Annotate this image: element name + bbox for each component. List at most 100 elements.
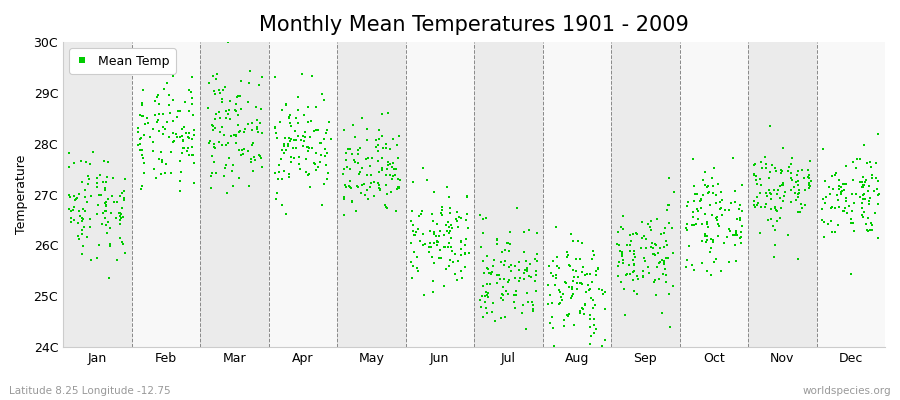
Point: [833, 190, 848, 197]
Point: [176, 144, 191, 151]
Point: [644, 218, 658, 224]
Point: [423, 244, 437, 250]
Point: [458, 264, 473, 270]
Point: [272, 162, 286, 168]
Point: [613, 248, 627, 254]
Point: [613, 224, 627, 230]
Point: [360, 126, 374, 132]
Point: [232, 146, 247, 153]
Bar: [337, 42, 406, 347]
Point: [626, 250, 641, 257]
Point: [166, 138, 180, 145]
Point: [581, 287, 596, 293]
Point: [297, 138, 311, 144]
Point: [662, 290, 677, 297]
Point: [61, 192, 76, 198]
Point: [712, 223, 726, 229]
Point: [628, 253, 643, 260]
Point: [245, 127, 259, 133]
Point: [686, 155, 700, 162]
Point: [105, 193, 120, 199]
Point: [638, 258, 652, 264]
Point: [310, 127, 324, 133]
Point: [75, 179, 89, 185]
Point: [354, 190, 368, 196]
Point: [116, 213, 130, 220]
Point: [160, 118, 175, 125]
Point: [790, 172, 805, 178]
Point: [64, 218, 78, 225]
Point: [562, 252, 576, 258]
Point: [721, 206, 735, 213]
Point: [146, 148, 160, 154]
Bar: [406, 42, 474, 347]
Point: [446, 259, 461, 266]
Point: [158, 169, 173, 176]
Point: [844, 271, 859, 277]
Point: [248, 104, 263, 110]
Point: [796, 167, 810, 173]
Point: [112, 210, 126, 216]
Point: [295, 71, 310, 77]
Point: [864, 220, 878, 226]
Point: [302, 184, 317, 190]
Point: [861, 182, 876, 189]
Point: [501, 277, 516, 283]
Point: [583, 312, 598, 318]
Point: [503, 241, 517, 247]
Point: [801, 171, 815, 178]
Point: [442, 224, 456, 230]
Point: [147, 139, 161, 145]
Point: [430, 239, 445, 246]
Point: [425, 254, 439, 260]
Point: [662, 220, 676, 227]
Point: [706, 237, 720, 244]
Point: [641, 264, 655, 271]
Point: [75, 215, 89, 221]
Point: [234, 78, 248, 84]
Point: [380, 165, 394, 172]
Point: [703, 248, 717, 255]
Point: [164, 170, 178, 176]
Point: [611, 273, 625, 279]
Point: [219, 115, 233, 122]
Point: [862, 198, 877, 204]
Point: [658, 224, 672, 231]
Point: [155, 159, 169, 166]
Point: [323, 136, 338, 142]
Point: [210, 70, 224, 77]
Point: [481, 294, 495, 300]
Point: [750, 201, 764, 208]
Point: [161, 133, 176, 140]
Point: [863, 159, 878, 166]
Point: [185, 152, 200, 158]
Point: [724, 228, 738, 234]
Point: [711, 180, 725, 187]
Point: [302, 147, 316, 154]
Point: [428, 188, 442, 195]
Point: [504, 268, 518, 274]
Point: [416, 165, 430, 171]
Point: [379, 145, 393, 151]
Point: [519, 326, 534, 332]
Point: [404, 218, 419, 225]
Point: [213, 114, 228, 121]
Point: [250, 129, 265, 135]
Point: [439, 184, 454, 190]
Point: [682, 242, 697, 249]
Point: [321, 118, 336, 125]
Point: [657, 259, 671, 266]
Point: [99, 222, 113, 228]
Point: [164, 148, 178, 155]
Point: [341, 183, 356, 189]
Point: [223, 98, 238, 104]
Point: [92, 192, 106, 198]
Point: [372, 169, 386, 175]
Point: [390, 142, 404, 148]
Point: [69, 196, 84, 202]
Point: [663, 324, 678, 330]
Point: [292, 166, 307, 172]
Point: [856, 196, 870, 202]
Point: [868, 210, 882, 216]
Point: [162, 92, 176, 98]
